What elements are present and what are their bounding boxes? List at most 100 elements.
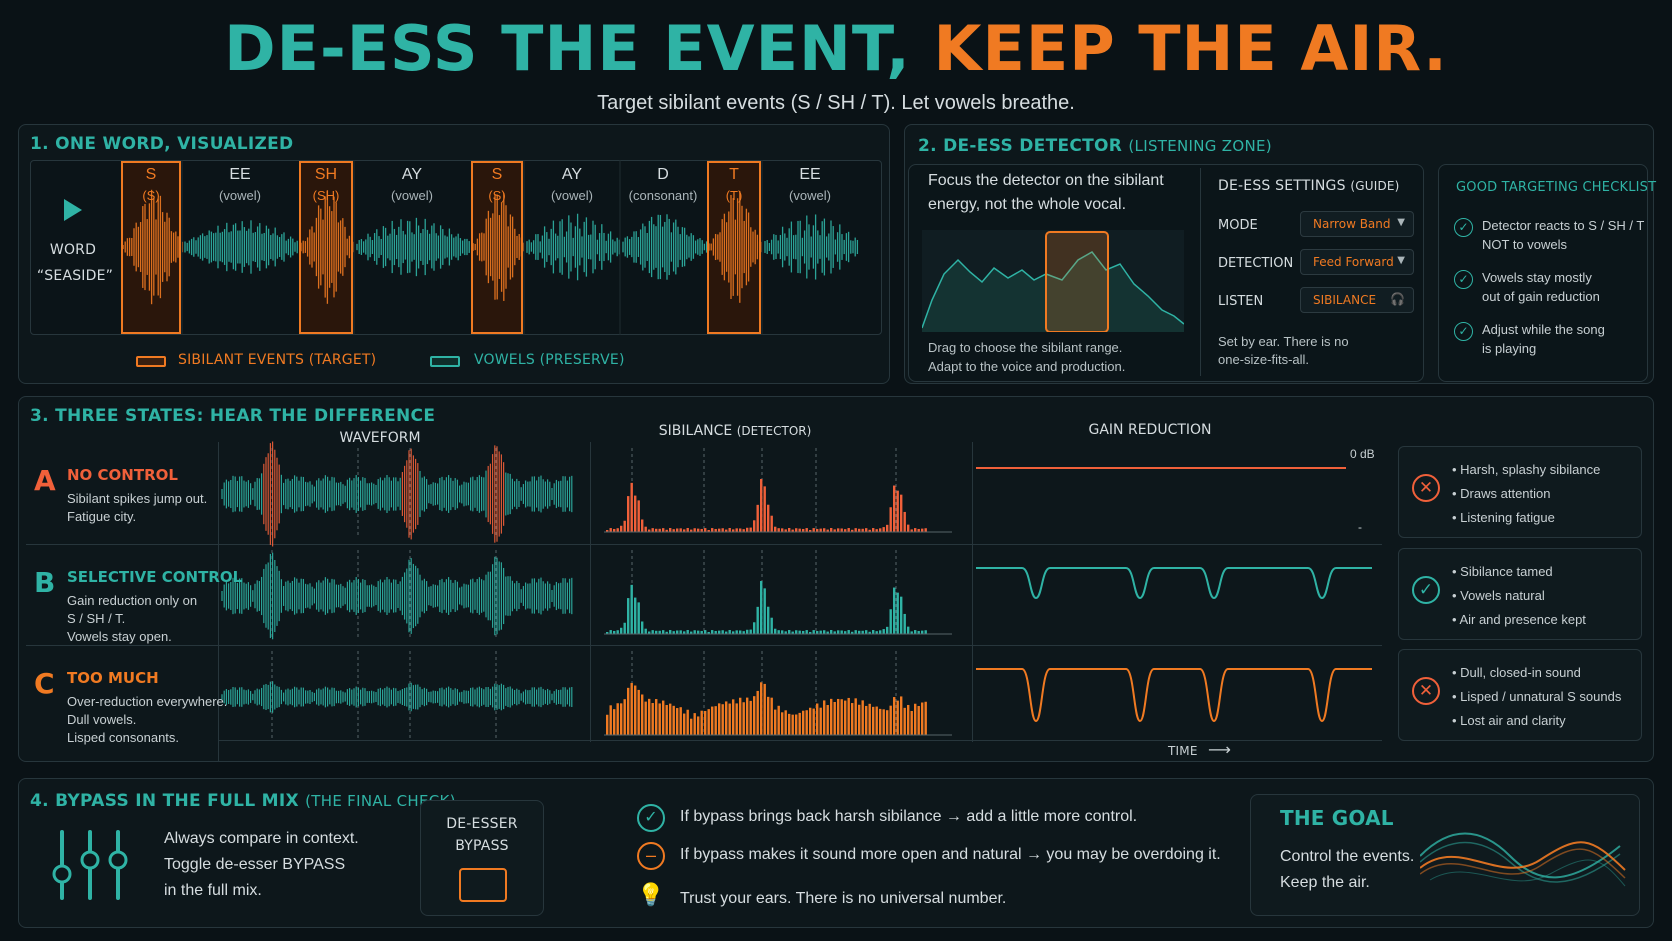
waveform-row-0 (221, 441, 573, 547)
compare-3: in the full mix. (164, 882, 262, 899)
section-2-title: 2. DE-ESS DETECTOR (LISTENING ZONE) (918, 136, 1272, 156)
row-desc-line-1: Dull vowels. (67, 712, 137, 727)
segment-bottom: (vowel) (219, 188, 261, 203)
grid-hline-1 (26, 544, 1382, 545)
col-head-waveform: WAVEFORM (339, 430, 421, 446)
checklist-line-1: Detector reacts to S / SH / T (1482, 218, 1645, 233)
segment-bottom: (vowel) (551, 188, 593, 203)
segment-label-4: S (S) (457, 166, 537, 203)
row-name-2: TOO MUCH (67, 669, 159, 687)
word-text: “SEASIDE” (36, 268, 114, 284)
bypass-button[interactable] (459, 868, 507, 902)
row-desc-line-2: Lisped consonants. (67, 730, 180, 745)
settings-title: DE-ESS SETTINGS (GUIDE) (1218, 178, 1400, 194)
mode-dropdown[interactable]: Narrow Band ▼ (1300, 211, 1414, 237)
minus-circle-icon: – (637, 842, 665, 870)
row-letter-C: C (34, 667, 55, 700)
row-desc-0: Sibilant spikes jump out. Fatigue city. (67, 490, 207, 526)
headphones-icon: 🎧 (1390, 292, 1405, 306)
segment-top: EE (229, 166, 251, 183)
play-icon[interactable] (64, 199, 82, 221)
segment-3 (353, 160, 470, 335)
goal-line-2: Keep the air. (1280, 874, 1370, 891)
spectrum-fill (922, 252, 1184, 332)
segment-label-5: AY (vowel) (532, 166, 612, 203)
col-head-sibilance-sub: (DETECTOR) (736, 424, 812, 438)
checklist-item-2: Adjust while the song is playing (1482, 320, 1605, 358)
checklist-line-1: Vowels stay mostly (1482, 270, 1592, 285)
legend-sibilant-swatch (136, 356, 166, 367)
detection-dropdown[interactable]: Feed Forward ▼ (1300, 249, 1414, 275)
setbyear-1: Set by ear. There is no (1218, 334, 1349, 349)
segment-label-0: S (S) (111, 166, 191, 203)
checklist-item-1: Vowels stay mostly out of gain reduction (1482, 268, 1600, 306)
segment-6 (619, 160, 708, 335)
section-4-title: 4. BYPASS IN THE FULL MIX (THE FINAL CHE… (30, 791, 456, 811)
segment-label-2: SH (SH) (286, 166, 366, 203)
main-title: DE-ESS THE EVENT, KEEP THE AIR. (0, 12, 1672, 85)
listen-toggle[interactable]: SIBILANCE 🎧 (1300, 287, 1414, 313)
segment-bottom: (consonant) (628, 188, 698, 203)
segment-top: T (729, 166, 739, 183)
row-desc-line-1: S / SH / T. (67, 611, 126, 626)
listen-label: LISTEN (1218, 294, 1264, 309)
legend-vowel-swatch (430, 356, 460, 367)
segment-top: S (145, 166, 157, 183)
col-head-sibilance-main: SIBILANCE (658, 423, 733, 439)
segment-2 (299, 161, 355, 334)
grid-vline-1 (590, 442, 591, 742)
faders-icon (52, 830, 128, 900)
mode-value: Narrow Band (1313, 217, 1391, 231)
row-name-1: SELECTIVE CONTROL (67, 568, 243, 586)
row-desc-line-2: Vowels stay open. (67, 629, 172, 644)
time-label: TIME (1168, 744, 1198, 758)
result-bullet: • Listening fatigue (1452, 510, 1555, 525)
chevron-down-icon: ▼ (1397, 217, 1405, 228)
bypass-line-2: If bypass makes it sound more open and n… (680, 846, 1221, 863)
row-desc-line-0: Over-reduction everywhere. (67, 694, 228, 709)
lightbulb-icon: 💡 (637, 882, 665, 907)
settings-divider (1200, 168, 1201, 376)
detector-spectrum[interactable] (922, 230, 1184, 332)
row-desc-line-1: Fatigue city. (67, 509, 137, 524)
segment-top: S (491, 166, 503, 183)
section-2-title-main: 2. DE-ESS DETECTOR (918, 136, 1123, 156)
goal-title: THE GOAL (1280, 806, 1394, 830)
segment-4 (471, 161, 525, 334)
result-bullet: • Dull, closed-in sound (1452, 665, 1581, 680)
segment-1 (181, 160, 298, 335)
focus-text-2: energy, not the whole vocal. (928, 196, 1127, 213)
x-circle-icon: ✕ (1412, 677, 1440, 705)
sibilant-range-selector (1045, 231, 1109, 332)
segment-top: AY (561, 166, 583, 183)
section-3-title: 3. THREE STATES: HEAR THE DIFFERENCE (30, 406, 436, 426)
bypass-line-1: If bypass brings back harsh sibilance → … (680, 808, 1138, 825)
subtitle: Target sibilant events (S / SH / T). Let… (597, 92, 1075, 114)
segment-bottom: (vowel) (789, 188, 831, 203)
section-4-title-main: 4. BYPASS IN THE FULL MIX (30, 791, 299, 811)
checklist-title: GOOD TARGETING CHECKLIST (1456, 180, 1657, 195)
bypass-panel (420, 800, 544, 916)
segment-top: SH (314, 166, 338, 183)
segment-bottom: (S) (488, 188, 506, 203)
segment-0 (121, 161, 184, 334)
chevron-down-icon: ▼ (1397, 255, 1405, 266)
grid-hline-2 (26, 645, 1382, 646)
segment-label-8: EE (vowel) (770, 166, 850, 203)
check-icon: ✓ (637, 804, 665, 832)
row-desc-2: Over-reduction everywhere. Dull vowels. Li… (67, 693, 227, 747)
check-circle-icon: ✓ (1454, 218, 1473, 237)
word-waveform (121, 160, 859, 335)
check-circle-icon: ✓ (1454, 270, 1473, 289)
mode-label: MODE (1218, 218, 1258, 233)
result-bullet: • Sibilance tamed (1452, 564, 1553, 579)
grid-hline-3 (218, 740, 1382, 741)
drag-text-2: Adapt to the voice and production. (928, 359, 1126, 374)
row-desc-line-0: Gain reduction only on (67, 593, 198, 608)
checklist-line-1: Adjust while the song (1482, 322, 1605, 337)
compare-2: Toggle de-esser BYPASS (164, 856, 346, 873)
result-bullet: • Lost air and clarity (1452, 713, 1566, 728)
segment-bottom: (SH) (312, 188, 340, 203)
waveform-row-2 (221, 651, 573, 741)
